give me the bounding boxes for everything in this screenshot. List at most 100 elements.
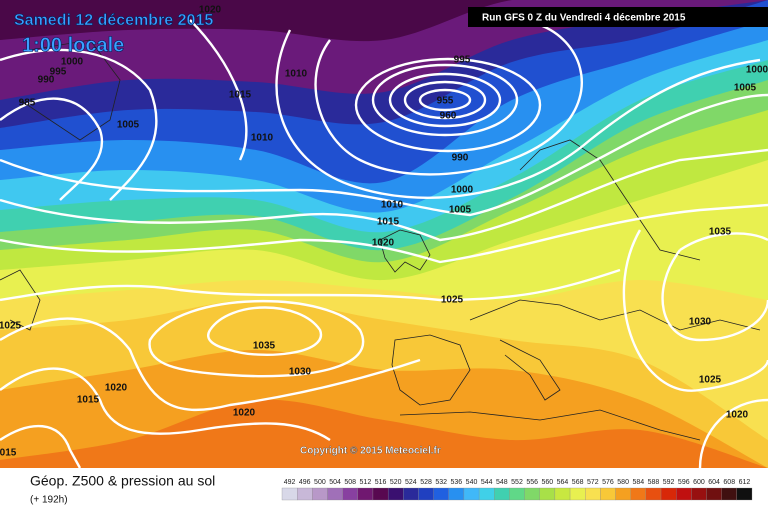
scale-swatch	[539, 487, 556, 501]
isobar-label: 960	[440, 111, 457, 122]
isobar-label: 1025	[0, 321, 22, 332]
scale-swatch	[342, 487, 358, 501]
scale-label: 568	[572, 479, 584, 486]
isobar	[275, 29, 761, 199]
isobar-label: 1030	[689, 317, 712, 328]
isobar-label: 1035	[253, 341, 276, 352]
scale-label: 512	[360, 479, 372, 486]
scale-label: 544	[481, 479, 493, 486]
isobar	[0, 367, 331, 441]
scale-label: 532	[435, 479, 447, 486]
geopotential-field	[0, 0, 768, 468]
scale-swatch	[721, 487, 737, 501]
isobar-label: 1000	[746, 65, 768, 76]
isobar	[0, 268, 621, 302]
scale-swatch	[357, 487, 374, 501]
coastline	[19, 39, 121, 141]
scale-label: 580	[617, 479, 629, 486]
local-time: 1:00 locale	[22, 34, 124, 56]
isobar	[0, 425, 82, 469]
scale-label: 552	[511, 479, 523, 486]
scale-swatch	[372, 487, 389, 501]
isobar-label: 1020	[199, 5, 222, 16]
isobar	[0, 148, 768, 242]
coastlines	[0, 39, 761, 441]
isobar-label: 1000	[61, 57, 84, 68]
isobar	[314, 23, 583, 176]
scale-label: 592	[663, 479, 675, 486]
scale-swatch	[706, 487, 722, 501]
isobar-label: 1020	[372, 238, 395, 249]
scale-label: 612	[739, 479, 751, 486]
scale-label: 600	[693, 479, 705, 486]
isobar	[0, 97, 104, 201]
scale-label: 556	[526, 479, 538, 486]
isobar-label: 1020	[726, 410, 749, 421]
scale-label: 564	[557, 479, 569, 486]
scale-label: 540	[466, 479, 478, 486]
scale-swatch	[660, 487, 677, 501]
isobar-label: 1010	[285, 69, 308, 80]
coastline	[0, 269, 41, 331]
scale-swatch	[585, 487, 601, 501]
scale-swatch	[387, 487, 404, 501]
scale-label: 588	[648, 479, 660, 486]
scale-label: 548	[496, 479, 508, 486]
isobar-label: 1025	[441, 295, 464, 306]
isobar	[0, 93, 768, 217]
scale-label: 520	[390, 479, 402, 486]
scale-label: 576	[602, 479, 614, 486]
scale-label: 604	[708, 479, 720, 486]
scale-label: 536	[451, 479, 463, 486]
isobar	[207, 306, 323, 357]
isobar-label: 1005	[117, 120, 140, 131]
scale-label: 572	[587, 479, 599, 486]
scale-swatch	[736, 487, 753, 501]
scale-label: 496	[299, 479, 311, 486]
scale-label: 596	[678, 479, 690, 486]
scale-swatch	[509, 487, 525, 501]
isobar	[0, 48, 158, 201]
coastline	[399, 409, 701, 441]
coastline	[469, 299, 761, 331]
scale-label: 492	[284, 479, 296, 486]
isobar	[189, 19, 248, 161]
scale-label: 584	[632, 479, 644, 486]
scale-label: 528	[420, 479, 432, 486]
isobar-label: 1005	[734, 83, 757, 94]
scale-swatch	[312, 487, 328, 501]
isobar-label: 1015	[377, 217, 400, 228]
isobar-label: 1015	[229, 90, 252, 101]
scale-label: 500	[314, 479, 326, 486]
scale-swatch	[645, 487, 662, 501]
coastline	[391, 334, 471, 406]
isobar-label: 1010	[251, 133, 274, 144]
scale-swatch	[327, 487, 343, 501]
isobar-label: 1010	[381, 200, 404, 211]
isobar-label: 995	[454, 55, 471, 66]
isobar-label: 995	[50, 67, 67, 78]
isobar	[661, 232, 768, 342]
isobar	[622, 229, 768, 392]
scale-label: 560	[541, 479, 553, 486]
isobar-label: 1000	[451, 185, 474, 196]
isobar	[698, 398, 768, 469]
isobar-label: 1030	[289, 367, 312, 378]
isobar-label: 990	[452, 153, 469, 164]
isobar-label: 985	[19, 98, 36, 109]
isobars	[0, 19, 768, 469]
scale-swatch	[615, 487, 631, 501]
date: Samedi 12 décembre 2015	[14, 12, 213, 29]
isobar	[371, 63, 519, 137]
scale-swatch	[297, 487, 313, 501]
scale-swatch	[494, 487, 510, 501]
isobar	[354, 57, 542, 153]
scale-swatch	[676, 487, 692, 501]
scale-swatch	[403, 487, 419, 501]
isobar	[403, 80, 487, 120]
band	[0, 0, 768, 42]
scale-swatch	[600, 487, 616, 501]
scale-label: 508	[344, 479, 356, 486]
